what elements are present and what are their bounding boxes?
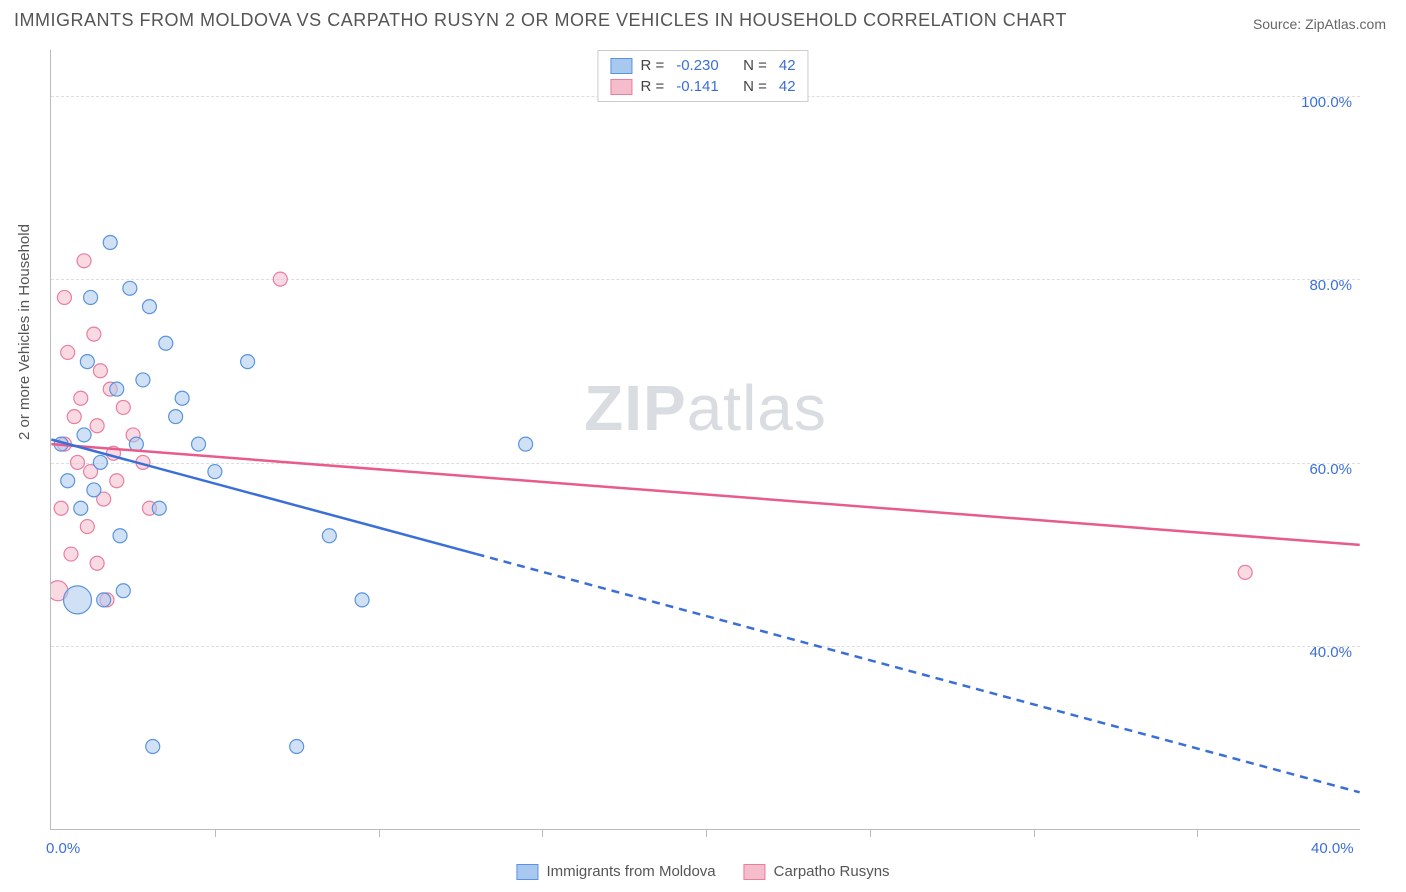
point-series2 <box>67 410 81 424</box>
x-minor-tick <box>1197 829 1198 837</box>
point-series1 <box>64 586 92 614</box>
point-series2 <box>110 474 124 488</box>
legend-correlation: R = -0.230 N = 42 R = -0.141 N = 42 <box>597 50 808 102</box>
point-series2 <box>80 520 94 534</box>
x-minor-tick <box>706 829 707 837</box>
point-series1 <box>136 373 150 387</box>
legend-item: Carpatho Rusyns <box>744 863 890 880</box>
point-series2 <box>77 254 91 268</box>
point-series1 <box>152 501 166 515</box>
n-label: N = <box>743 78 767 95</box>
legend-label: Immigrants from Moldova <box>546 863 715 880</box>
x-minor-tick <box>870 829 871 837</box>
point-series2 <box>93 364 107 378</box>
chart-svg <box>51 50 1360 829</box>
x-minor-tick <box>215 829 216 837</box>
point-series1 <box>103 235 117 249</box>
point-series1 <box>77 428 91 442</box>
point-series1 <box>175 391 189 405</box>
point-series1 <box>159 336 173 350</box>
x-minor-tick <box>542 829 543 837</box>
point-series1 <box>519 437 533 451</box>
n-label: N = <box>743 57 767 74</box>
trendline-series2 <box>51 444 1359 545</box>
point-series1 <box>93 455 107 469</box>
point-series1 <box>146 740 160 754</box>
point-series1 <box>355 593 369 607</box>
legend-row: R = -0.141 N = 42 <box>610 76 795 97</box>
point-series1 <box>290 740 304 754</box>
point-series2 <box>90 556 104 570</box>
point-series1 <box>97 593 111 607</box>
point-series1 <box>322 529 336 543</box>
swatch-icon <box>610 79 632 95</box>
r-label: R = <box>640 78 664 95</box>
x-minor-tick <box>1034 829 1035 837</box>
point-series2 <box>116 400 130 414</box>
r-label: R = <box>640 57 664 74</box>
point-series1 <box>129 437 143 451</box>
x-tick-label: 40.0% <box>1311 840 1354 857</box>
point-series1 <box>241 355 255 369</box>
point-series2 <box>87 327 101 341</box>
point-series1 <box>84 290 98 304</box>
point-series1 <box>169 410 183 424</box>
point-series1 <box>110 382 124 396</box>
x-tick-label: 0.0% <box>46 840 80 857</box>
plot-area: ZIPatlas 40.0%60.0%80.0%100.0%0.0%40.0% <box>50 50 1360 830</box>
point-series2 <box>71 455 85 469</box>
point-series2 <box>90 419 104 433</box>
point-series2 <box>1238 565 1252 579</box>
point-series2 <box>64 547 78 561</box>
point-series1 <box>142 300 156 314</box>
swatch-icon <box>516 864 538 880</box>
n-value: 42 <box>779 78 796 95</box>
point-series1 <box>113 529 127 543</box>
legend-row: R = -0.230 N = 42 <box>610 55 795 76</box>
point-series2 <box>74 391 88 405</box>
point-series1 <box>123 281 137 295</box>
chart-title: IMMIGRANTS FROM MOLDOVA VS CARPATHO RUSY… <box>14 10 1067 31</box>
point-series2 <box>54 501 68 515</box>
legend-series: Immigrants from Moldova Carpatho Rusyns <box>516 863 889 880</box>
point-series2 <box>273 272 287 286</box>
point-series1 <box>116 584 130 598</box>
source-label: Source: ZipAtlas.com <box>1253 16 1386 32</box>
r-value: -0.141 <box>676 78 719 95</box>
swatch-icon <box>744 864 766 880</box>
x-minor-tick <box>379 829 380 837</box>
legend-item: Immigrants from Moldova <box>516 863 715 880</box>
point-series1 <box>208 465 222 479</box>
point-series2 <box>61 345 75 359</box>
point-series1 <box>87 483 101 497</box>
point-series1 <box>74 501 88 515</box>
point-series1 <box>61 474 75 488</box>
point-series1 <box>192 437 206 451</box>
point-series2 <box>57 290 71 304</box>
trendline-series1-dashed <box>477 554 1360 792</box>
legend-label: Carpatho Rusyns <box>774 863 890 880</box>
swatch-icon <box>610 58 632 74</box>
y-axis-label: 2 or more Vehicles in Household <box>16 224 33 440</box>
point-series1 <box>80 355 94 369</box>
r-value: -0.230 <box>676 57 719 74</box>
n-value: 42 <box>779 57 796 74</box>
